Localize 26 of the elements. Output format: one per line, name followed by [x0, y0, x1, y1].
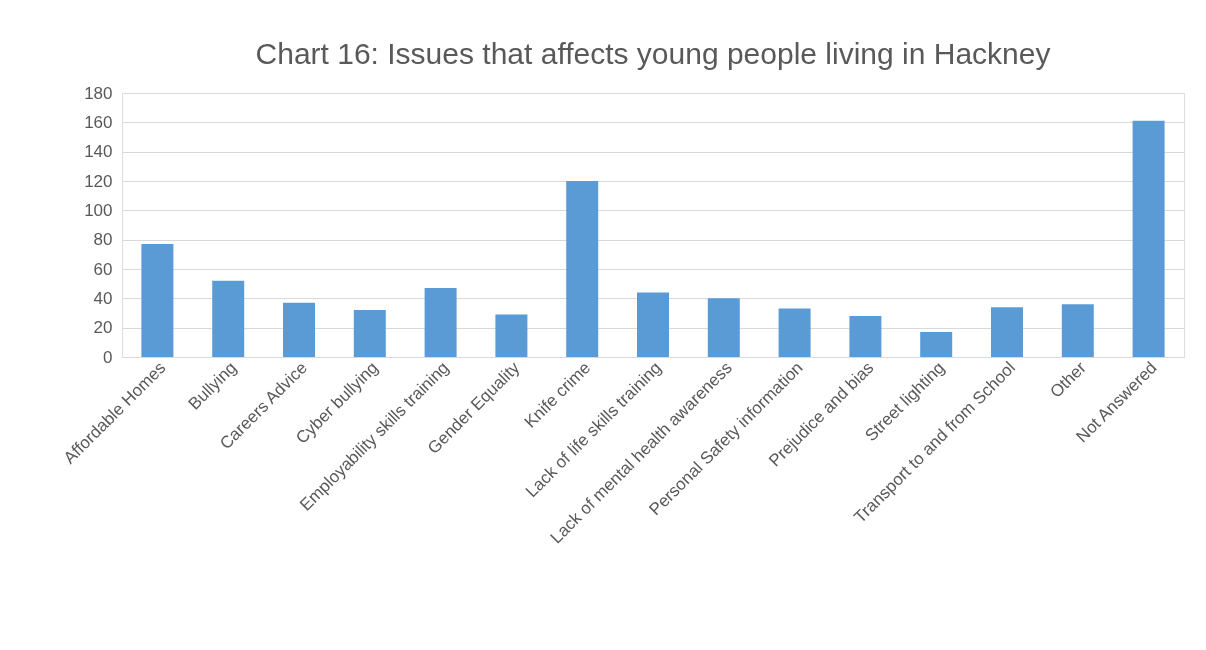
y-tick-label: 160 — [84, 112, 113, 132]
bar — [1132, 120, 1165, 357]
bar — [283, 302, 315, 357]
y-tick-label: 20 — [93, 318, 113, 338]
bar — [1061, 304, 1094, 357]
y-tick-label: 0 — [103, 347, 113, 367]
bar — [495, 314, 528, 357]
y-tick-label: 100 — [84, 200, 113, 220]
bar — [141, 244, 174, 357]
bar — [849, 315, 882, 357]
bar — [707, 298, 740, 357]
y-tick-label: 140 — [84, 142, 113, 162]
chart-title: Chart 16: Issues that affects young people living in Hackney — [255, 37, 1051, 70]
y-tick-label: 120 — [84, 171, 113, 191]
bar — [778, 308, 811, 357]
y-tick-label: 80 — [93, 230, 113, 250]
y-tick-label: 180 — [84, 83, 113, 103]
bar — [991, 307, 1023, 357]
bar — [424, 288, 457, 357]
y-tick-label: 60 — [93, 259, 113, 279]
bar — [353, 310, 386, 357]
bar — [637, 292, 669, 357]
bar — [920, 332, 953, 357]
bar — [212, 280, 245, 357]
bar — [566, 181, 599, 357]
y-tick-label: 40 — [93, 288, 113, 308]
